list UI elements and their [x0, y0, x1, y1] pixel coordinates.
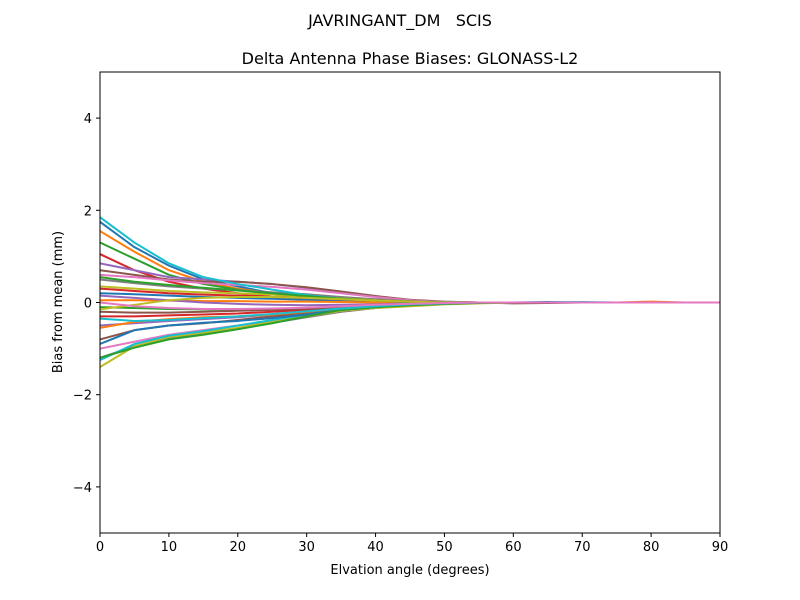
series-line-30 [100, 301, 720, 310]
x-axis-ticks: 0 10 20 30 40 50 60 70 80 90 [96, 533, 728, 555]
x-tick-label: 70 [574, 540, 591, 555]
x-tick-label: 40 [367, 540, 384, 555]
x-tick-label: 30 [298, 540, 315, 555]
y-axis-ticks: −4 −2 0 2 4 [73, 112, 100, 496]
y-tick-label: −4 [73, 481, 92, 496]
x-tick-label: 90 [712, 540, 729, 555]
x-tick-label: 10 [161, 540, 178, 555]
x-axis-label: Elvation angle (degrees) [330, 563, 489, 578]
y-tick-label: 4 [84, 112, 92, 127]
y-tick-label: 0 [84, 297, 92, 312]
x-tick-label: 50 [436, 540, 453, 555]
y-tick-label: 2 [84, 204, 92, 219]
chart-title: Delta Antenna Phase Biases: GLONASS-L2 [242, 49, 579, 68]
x-tick-label: 20 [230, 540, 247, 555]
series-layer [100, 216, 720, 368]
y-axis-label: Bias from mean (mm) [51, 231, 66, 373]
x-tick-label: 0 [96, 540, 104, 555]
x-tick-label: 60 [505, 540, 522, 555]
y-tick-label: −2 [73, 389, 92, 404]
chart-suptitle: JAVRINGANT_DM SCIS [307, 11, 492, 31]
x-tick-label: 80 [643, 540, 660, 555]
